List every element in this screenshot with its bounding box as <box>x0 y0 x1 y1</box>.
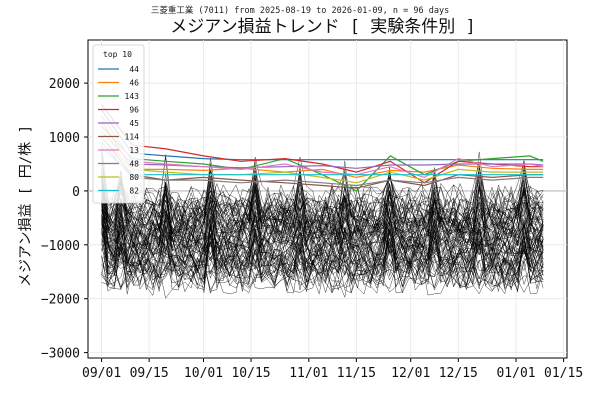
background-series-line <box>101 151 544 222</box>
series-line-13 <box>101 115 544 179</box>
background-series-line <box>101 199 544 271</box>
background-series-line <box>101 222 544 272</box>
legend-label: 46 <box>129 79 139 88</box>
chart-title: メジアン損益トレンド [ 実験条件別 ] <box>170 17 476 37</box>
background-series-line <box>101 194 544 270</box>
background-series-line <box>101 224 544 299</box>
x-tick-label: 09/01 <box>82 366 121 381</box>
background-series-line <box>101 154 544 225</box>
background-series-line <box>101 187 544 264</box>
y-axis-label: メジアン損益 [ 円/株 ] <box>18 125 34 287</box>
legend-label: 48 <box>129 160 139 169</box>
background-series-line <box>101 173 544 249</box>
series-line-45 <box>101 131 544 169</box>
legend-label: 96 <box>129 106 139 115</box>
y-axis-ticks: 2000 1000 0 −1000 −2000 −3000 <box>41 77 88 362</box>
background-series-lines <box>101 145 544 299</box>
y-tick-label: 2000 <box>49 77 80 92</box>
x-tick-label: 11/15 <box>337 366 376 381</box>
background-series-line <box>101 205 544 262</box>
background-series-line <box>101 216 544 285</box>
background-series-line <box>101 154 544 226</box>
legend-label: 44 <box>129 65 139 74</box>
x-tick-label: 10/15 <box>231 366 270 381</box>
series-line-48 <box>101 142 544 187</box>
legend-entries: 44 46 143 96 45 114 13 48 80 82 <box>98 65 139 196</box>
legend: top 10 44 46 143 96 45 114 13 48 80 82 <box>92 44 145 204</box>
background-series-line <box>101 188 544 245</box>
series-line-143 <box>101 125 544 192</box>
x-tick-label: 10/01 <box>184 366 223 381</box>
legend-title: top 10 <box>103 50 132 59</box>
legend-label: 114 <box>125 133 140 142</box>
background-series-line <box>101 235 544 291</box>
y-tick-label: −2000 <box>41 293 80 308</box>
legend-label: 80 <box>129 173 139 182</box>
x-tick-label: 09/15 <box>130 366 169 381</box>
legend-label: 45 <box>129 119 139 128</box>
series-line-44 <box>101 109 544 161</box>
x-tick-label: 12/15 <box>439 366 478 381</box>
background-series-line <box>101 229 544 286</box>
series-line-82 <box>101 147 544 176</box>
background-series-line <box>101 183 544 254</box>
background-series-line <box>101 204 544 277</box>
background-series-line <box>101 179 544 253</box>
legend-label: 13 <box>129 146 139 155</box>
series-line-80 <box>101 136 544 184</box>
y-tick-label: 1000 <box>49 131 80 146</box>
legend-label: 82 <box>129 187 139 196</box>
legend-label: 143 <box>125 92 140 101</box>
x-tick-label: 12/01 <box>391 366 430 381</box>
background-series-line <box>101 191 544 258</box>
background-series-line <box>101 165 544 235</box>
background-series-line <box>101 183 544 248</box>
x-tick-label: 01/15 <box>544 366 583 381</box>
background-series-line <box>101 183 544 255</box>
background-series-line <box>101 228 544 299</box>
plot-frame <box>87 39 568 359</box>
y-tick-label: −3000 <box>41 347 80 362</box>
x-axis-ticks: 09/01 09/15 10/01 10/15 11/01 11/15 12/01 12/15… <box>82 358 583 381</box>
y-tick-label: 0 <box>72 185 80 200</box>
background-series-line <box>101 226 544 295</box>
x-tick-label: 01/01 <box>496 366 535 381</box>
background-series-line <box>101 167 544 233</box>
background-series-line <box>101 174 544 249</box>
x-tick-label: 11/01 <box>289 366 328 381</box>
y-tick-label: −1000 <box>41 239 80 254</box>
top-series-lines <box>101 104 544 192</box>
chart-subtitle: 三菱重工業 (7011) from 2025-08-19 to 2026-01-… <box>151 5 449 16</box>
background-series-line <box>101 169 544 255</box>
